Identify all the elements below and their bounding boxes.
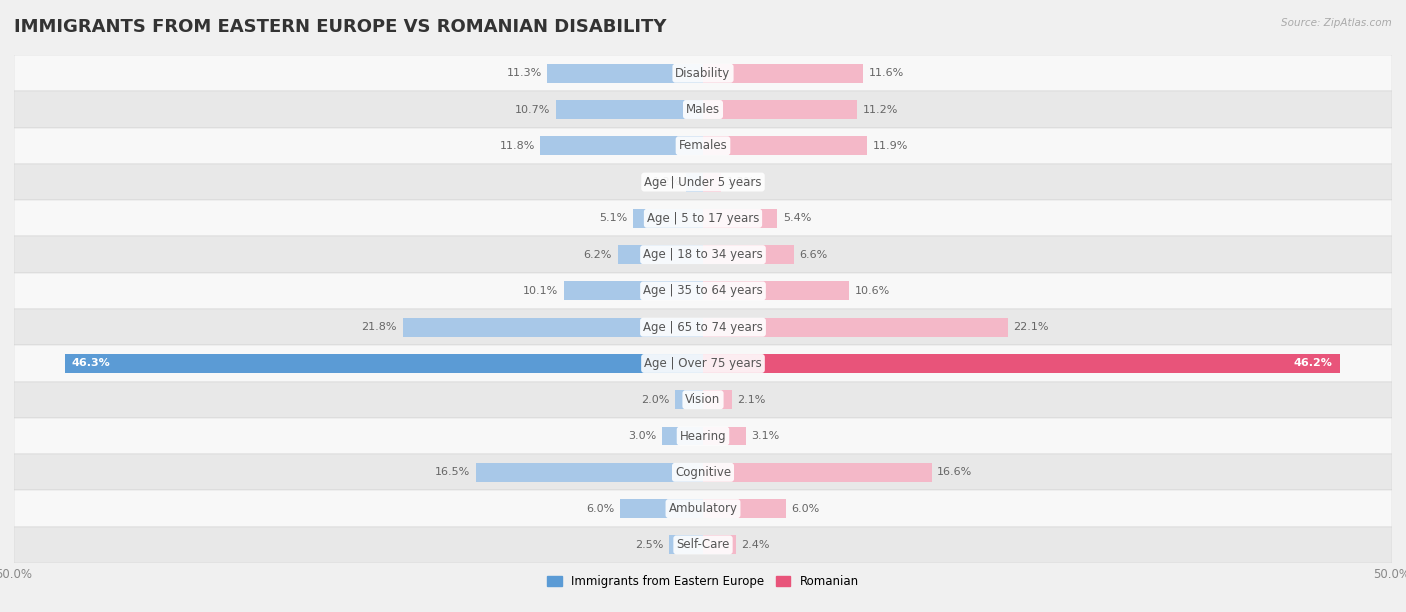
Text: 5.1%: 5.1%	[599, 214, 627, 223]
Bar	[703, 536, 737, 554]
Bar	[703, 245, 794, 264]
Bar	[14, 418, 1392, 454]
Bar	[547, 64, 703, 83]
Bar	[703, 100, 858, 119]
Text: 2.4%: 2.4%	[741, 540, 770, 550]
Text: 16.5%: 16.5%	[434, 468, 470, 477]
Bar	[703, 318, 1008, 337]
Legend: Immigrants from Eastern Europe, Romanian: Immigrants from Eastern Europe, Romanian	[543, 570, 863, 592]
Text: 1.3%: 1.3%	[727, 177, 755, 187]
Bar	[675, 390, 703, 409]
Bar	[703, 390, 733, 409]
Text: Cognitive: Cognitive	[675, 466, 731, 479]
Text: Males: Males	[686, 103, 720, 116]
Bar	[14, 490, 1392, 527]
Bar	[703, 354, 1340, 373]
Bar	[14, 309, 1392, 345]
Text: 1.2%: 1.2%	[652, 177, 681, 187]
Text: 2.0%: 2.0%	[641, 395, 669, 405]
Bar	[669, 536, 703, 554]
Bar	[662, 427, 703, 446]
Text: Age | 5 to 17 years: Age | 5 to 17 years	[647, 212, 759, 225]
Bar	[703, 463, 932, 482]
Text: Age | 65 to 74 years: Age | 65 to 74 years	[643, 321, 763, 334]
Text: 5.4%: 5.4%	[783, 214, 811, 223]
Bar	[14, 382, 1392, 418]
Text: Age | Over 75 years: Age | Over 75 years	[644, 357, 762, 370]
Bar	[475, 463, 703, 482]
Bar	[703, 136, 868, 155]
Bar	[620, 499, 703, 518]
Text: 11.2%: 11.2%	[863, 105, 898, 114]
Text: Disability: Disability	[675, 67, 731, 80]
Text: 6.6%: 6.6%	[800, 250, 828, 259]
Bar	[14, 200, 1392, 236]
Text: Females: Females	[679, 140, 727, 152]
Bar	[703, 427, 745, 446]
Bar	[14, 273, 1392, 309]
Bar	[14, 91, 1392, 128]
Bar	[14, 345, 1392, 382]
Text: 10.6%: 10.6%	[855, 286, 890, 296]
Bar	[402, 318, 703, 337]
Text: 6.2%: 6.2%	[583, 250, 612, 259]
Text: IMMIGRANTS FROM EASTERN EUROPE VS ROMANIAN DISABILITY: IMMIGRANTS FROM EASTERN EUROPE VS ROMANI…	[14, 18, 666, 36]
Text: 11.3%: 11.3%	[506, 68, 541, 78]
Bar	[703, 173, 721, 192]
Text: Source: ZipAtlas.com: Source: ZipAtlas.com	[1281, 18, 1392, 28]
Bar	[14, 128, 1392, 164]
Text: Hearing: Hearing	[679, 430, 727, 442]
Bar	[14, 55, 1392, 91]
Bar	[703, 499, 786, 518]
Text: 11.9%: 11.9%	[873, 141, 908, 151]
Text: 2.5%: 2.5%	[634, 540, 664, 550]
Bar	[65, 354, 703, 373]
Text: 11.8%: 11.8%	[499, 141, 534, 151]
Bar	[703, 209, 778, 228]
Text: 11.6%: 11.6%	[869, 68, 904, 78]
Text: Vision: Vision	[685, 394, 721, 406]
Bar	[14, 527, 1392, 563]
Text: 10.1%: 10.1%	[523, 286, 558, 296]
Text: 3.1%: 3.1%	[751, 431, 779, 441]
Bar	[14, 164, 1392, 200]
Bar	[14, 236, 1392, 273]
Text: 22.1%: 22.1%	[1012, 322, 1049, 332]
Text: 46.2%: 46.2%	[1294, 359, 1333, 368]
Text: Self-Care: Self-Care	[676, 539, 730, 551]
Text: 10.7%: 10.7%	[515, 105, 550, 114]
Text: 46.3%: 46.3%	[72, 359, 111, 368]
Text: Age | Under 5 years: Age | Under 5 years	[644, 176, 762, 188]
Text: 2.1%: 2.1%	[738, 395, 766, 405]
Bar	[686, 173, 703, 192]
Text: 16.6%: 16.6%	[938, 468, 973, 477]
Bar	[703, 282, 849, 300]
Text: 6.0%: 6.0%	[586, 504, 614, 513]
Text: Age | 35 to 64 years: Age | 35 to 64 years	[643, 285, 763, 297]
Text: 6.0%: 6.0%	[792, 504, 820, 513]
Text: Ambulatory: Ambulatory	[668, 502, 738, 515]
Bar	[555, 100, 703, 119]
Text: 21.8%: 21.8%	[361, 322, 396, 332]
Bar	[633, 209, 703, 228]
Bar	[617, 245, 703, 264]
Text: Age | 18 to 34 years: Age | 18 to 34 years	[643, 248, 763, 261]
Text: 3.0%: 3.0%	[628, 431, 657, 441]
Bar	[564, 282, 703, 300]
Bar	[703, 64, 863, 83]
Bar	[540, 136, 703, 155]
Bar	[14, 454, 1392, 490]
